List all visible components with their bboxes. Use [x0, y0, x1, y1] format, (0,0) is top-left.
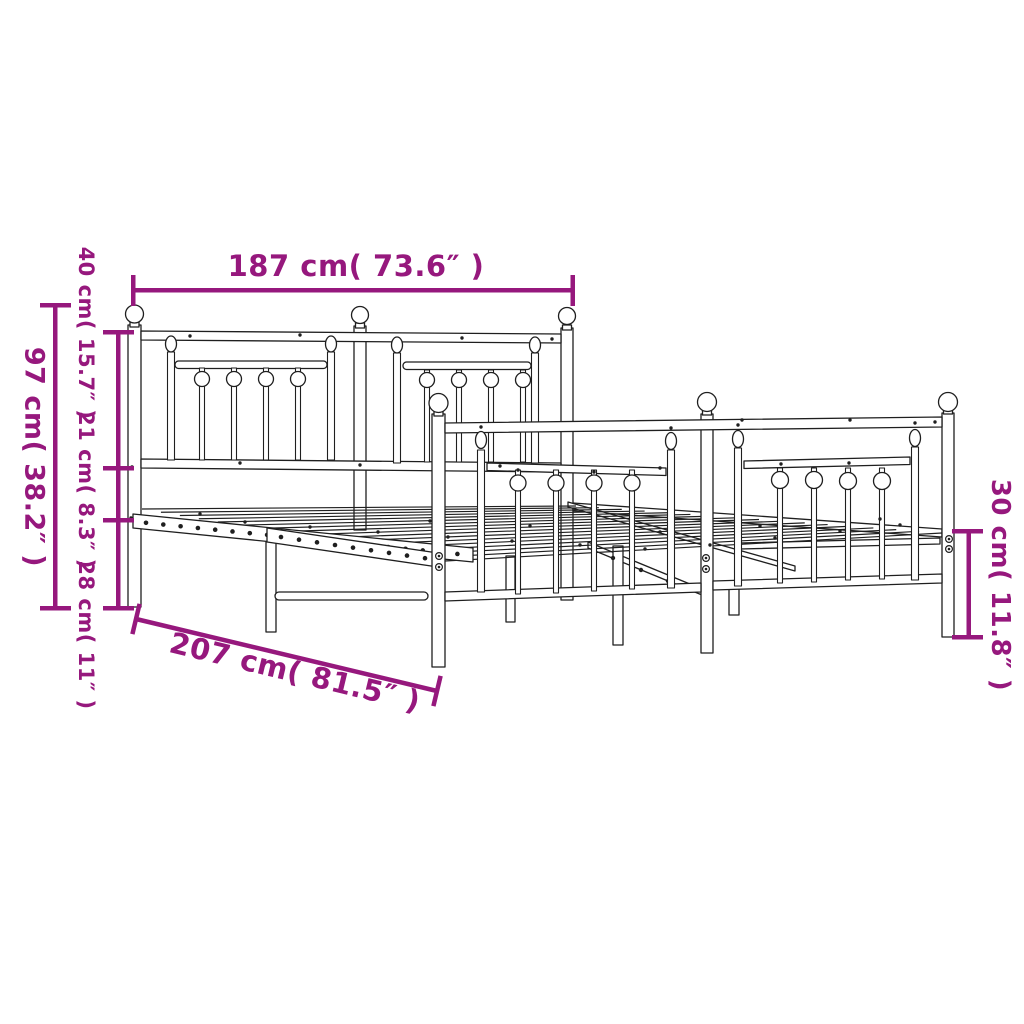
headboard-left-subrail [174, 360, 328, 370]
footboard-spindle [910, 446, 920, 581]
dim-length: 207 cm( 81.5″ ) [130, 603, 443, 719]
footboard-spindle [733, 447, 743, 587]
knob-finial [164, 335, 178, 353]
dim-tick [130, 603, 142, 635]
dim-tick [103, 518, 134, 523]
headboard-spindle [530, 352, 540, 464]
dim-tick [952, 635, 983, 640]
footboard-left-subrail [486, 462, 667, 477]
dim-length-line [135, 616, 438, 694]
dim-width-label: 187 cm( 73.6″ ) [228, 249, 485, 283]
joint-marks [129, 333, 937, 551]
dim-tick [40, 303, 71, 308]
dim-tick [103, 330, 134, 335]
dim-tick [103, 466, 134, 471]
footboard-right-ball-spindles [770, 467, 892, 584]
footboard-middle-post [700, 413, 714, 654]
footboard-spindle [476, 449, 486, 593]
footboard-right-subrail [743, 456, 911, 470]
dim-footboard-height: 30 cm( 11.8″ ) [952, 479, 1015, 691]
dim-headboard-height-line [53, 305, 58, 608]
headboard-right-subrail [402, 361, 532, 371]
dim-headboard-middle-label: 21 cm( 8.3″ ) [74, 411, 98, 569]
dim-headboard-height: 97 cm( 38.2″ ) [19, 303, 71, 611]
knob-finial [390, 336, 404, 354]
dim-tick [431, 675, 443, 707]
bed-frame-drawing [124, 304, 959, 668]
knob-finial [324, 335, 338, 353]
knob-finial [664, 431, 678, 451]
dim-width: 187 cm( 73.6″ ) [131, 249, 575, 306]
headboard-right-ball-spindles [418, 369, 532, 463]
dim-tick [570, 275, 575, 306]
footboard-left-ball-spindles [509, 469, 641, 595]
dim-headboard-lower-label: 28 cm( 11″ ) [74, 560, 98, 709]
dim-tick [40, 606, 71, 611]
dim-footboard-height-line [966, 531, 971, 637]
headboard-middle-post [353, 325, 367, 531]
dim-headboard-upper-label: 40 cm( 15.7″ ) [74, 247, 98, 420]
dim-tick [131, 275, 136, 306]
headboard-spindle [166, 351, 176, 461]
dim-length-label: 207 cm( 81.5″ ) [166, 626, 424, 719]
footboard-right-post [941, 412, 955, 638]
footboard [428, 391, 959, 668]
headboard-top-rail [140, 330, 562, 344]
headboard-right-post [560, 327, 574, 601]
dim-headboard-segments-line [116, 332, 121, 610]
footboard-left-post [431, 413, 446, 668]
headboard-left-ball-spindles [193, 367, 307, 461]
headboard-spindle [326, 351, 336, 461]
dim-tick [952, 529, 983, 534]
dim-headboard-height-label: 97 cm( 38.2″ ) [19, 347, 50, 567]
footboard-bottom-rail-right [712, 573, 943, 591]
knob-finial [731, 429, 745, 449]
attachment-screws [435, 534, 953, 573]
knob-finial [474, 430, 488, 450]
dim-width-line [133, 288, 573, 293]
footboard-ball-finials [428, 391, 959, 417]
lower-stretcher-bar [274, 591, 429, 601]
footboard-spindle [666, 449, 676, 589]
dim-headboard-segments: 40 cm( 15.7″ ) 21 cm( 8.3″ ) 28 cm( 11″ … [74, 247, 134, 710]
knob-finial [908, 428, 922, 448]
knob-finial [528, 336, 542, 354]
dim-tick [103, 606, 134, 611]
footboard-top-rail [444, 416, 943, 434]
dim-footboard-height-label: 30 cm( 11.8″ ) [985, 479, 1015, 691]
headboard-ball-finials [124, 304, 577, 331]
headboard-spindle [392, 352, 402, 464]
footboard-bottom-rail-left [444, 582, 702, 602]
